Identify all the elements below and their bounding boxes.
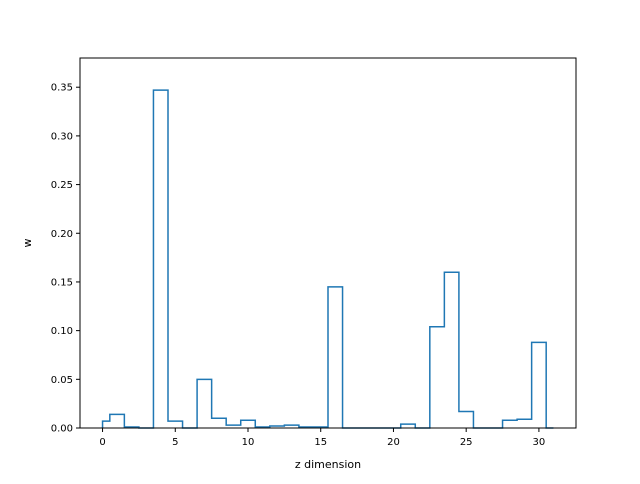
x-tick-label: 5 bbox=[172, 437, 178, 448]
y-tick-label: 0.10 bbox=[51, 326, 73, 337]
y-tick-label: 0.00 bbox=[51, 424, 73, 435]
x-tick-label: 10 bbox=[242, 437, 255, 448]
y-axis-label: w bbox=[21, 239, 34, 248]
x-tick-label: 20 bbox=[387, 437, 400, 448]
y-tick-label: 0.30 bbox=[51, 131, 73, 142]
y-tick-label: 0.35 bbox=[51, 83, 73, 94]
y-tick-label: 0.25 bbox=[51, 180, 73, 191]
x-tick-label: 25 bbox=[460, 437, 473, 448]
y-axis: 0.00 0.05 0.10 0.15 0.20 0.25 0.30 0.35 bbox=[51, 83, 80, 435]
y-tick-label: 0.20 bbox=[51, 229, 73, 240]
x-tick-label: 0 bbox=[99, 437, 105, 448]
x-axis: 0 5 10 15 20 25 30 bbox=[99, 428, 545, 448]
y-tick-label: 0.05 bbox=[51, 375, 73, 386]
data-marks bbox=[101, 89, 554, 429]
x-axis-label: z dimension bbox=[295, 458, 361, 471]
y-tick-label: 0.15 bbox=[51, 277, 73, 288]
x-tick-label: 15 bbox=[314, 437, 327, 448]
histogram-step-series-0 bbox=[101, 89, 554, 429]
plot-frame bbox=[79, 57, 577, 429]
x-tick-label: 30 bbox=[533, 437, 546, 448]
